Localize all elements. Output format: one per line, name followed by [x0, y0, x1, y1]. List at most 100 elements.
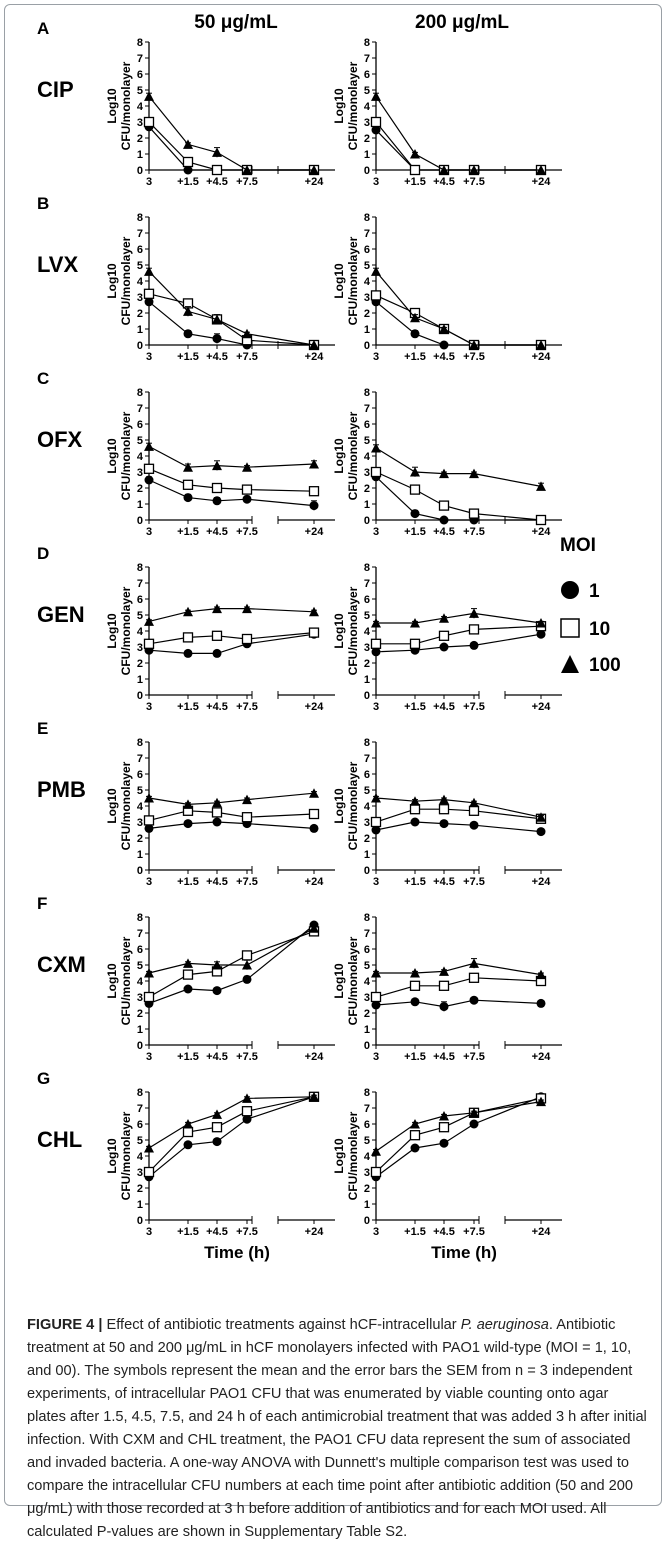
data-point-moi-1 — [410, 817, 420, 827]
y-tick-label: 2 — [364, 483, 370, 495]
y-tick-label: 4 — [137, 976, 144, 988]
y-tick-label: 2 — [364, 1183, 370, 1195]
data-point-moi-10 — [308, 486, 320, 497]
x-tick-label: 3 — [146, 701, 152, 713]
data-point-moi-100 — [309, 340, 319, 350]
y-tick-label: 4 — [364, 976, 371, 988]
series-moi-10 — [370, 972, 547, 1003]
data-point-moi-10 — [143, 116, 155, 128]
x-tick-label: +1.5 — [177, 1051, 199, 1063]
series-line — [375, 271, 541, 346]
data-point-moi-1 — [439, 340, 449, 350]
y-tick-label: 3 — [137, 642, 143, 654]
series-line — [148, 792, 315, 806]
y-tick-label: 3 — [364, 117, 370, 129]
data-point-moi-10 — [143, 638, 155, 649]
x-tick-label: +24 — [532, 176, 552, 188]
data-point-moi-100 — [536, 165, 546, 175]
x-tick-label: +1.5 — [177, 876, 199, 888]
data-point-moi-100 — [212, 314, 222, 324]
data-point-moi-10 — [182, 969, 194, 980]
series-line — [376, 612, 542, 624]
y-tick-label: 8 — [364, 212, 370, 224]
series-line — [148, 1096, 315, 1178]
y-tick-label: 0 — [364, 340, 370, 352]
data-point-moi-10 — [370, 290, 382, 301]
data-point-moi-100 — [439, 165, 449, 175]
series-line — [376, 625, 542, 645]
column-header-2: 200 μg/mL — [415, 12, 509, 33]
y-axis-label-cfu: CFU/monolayer — [346, 586, 360, 675]
y-axis-label-cfu: CFU/monolayer — [346, 936, 360, 1025]
y-tick-label: 0 — [137, 1215, 143, 1227]
x-tick-label: +4.5 — [206, 1226, 228, 1238]
y-tick-label: 6 — [137, 1119, 143, 1131]
y-tick-label: 1 — [364, 674, 370, 686]
y-axis-label-log: Log10 — [332, 1138, 346, 1174]
y-axis-label: Log10 — [105, 788, 119, 824]
series-line — [375, 301, 541, 346]
y-tick-label: 0 — [137, 165, 143, 177]
series-moi-100 — [144, 1091, 319, 1153]
y-tick-label: 7 — [364, 403, 370, 415]
data-point-moi-10 — [409, 980, 421, 991]
legend-marker-triangle-icon — [561, 655, 579, 673]
y-tick-label: 5 — [137, 260, 143, 272]
x-tick-label: +7.5 — [236, 1051, 258, 1063]
data-point-moi-1 — [144, 823, 154, 833]
y-tick-label: 7 — [364, 753, 370, 765]
y-tick-label: 7 — [364, 1103, 370, 1115]
y-tick-label: 5 — [364, 610, 370, 622]
data-point-moi-100 — [183, 1119, 193, 1129]
x-tick-label: +1.5 — [177, 526, 199, 538]
x-tick-label: 3 — [373, 1051, 379, 1063]
x-tick-label: +24 — [532, 701, 552, 713]
series-line — [148, 96, 314, 171]
y-tick-label: 4 — [137, 626, 144, 638]
x-tick-label: +4.5 — [206, 176, 228, 188]
series-moi-100 — [144, 923, 319, 978]
series-moi-10 — [143, 805, 320, 826]
data-point-moi-10 — [308, 627, 320, 638]
y-tick-label: 1 — [364, 849, 370, 861]
y-tick-label: 8 — [137, 387, 143, 399]
data-point-moi-100 — [439, 794, 449, 805]
series-moi-1 — [144, 122, 319, 175]
series-line — [148, 445, 315, 468]
y-tick-label: 5 — [137, 960, 143, 972]
y-tick-label: 3 — [364, 1167, 370, 1179]
data-point-moi-100 — [242, 960, 252, 970]
data-point-moi-100 — [144, 968, 154, 978]
data-point-moi-100 — [469, 468, 479, 479]
data-point-moi-10 — [182, 156, 194, 168]
y-tick-label: 3 — [137, 1167, 143, 1179]
data-point-moi-10 — [409, 484, 421, 495]
y-tick-label: 2 — [364, 308, 370, 320]
data-point-moi-1 — [371, 647, 381, 657]
y-tick-label: 7 — [137, 53, 143, 65]
series-moi-1 — [144, 1092, 319, 1182]
y-tick-label: 1 — [137, 849, 143, 861]
data-point-moi-100 — [536, 340, 546, 350]
y-axis-label-cfu: CFU/monolayer — [119, 236, 133, 325]
data-point-moi-1 — [212, 817, 222, 827]
panel-letter: B — [37, 194, 49, 213]
x-tick-label: +1.5 — [404, 176, 426, 188]
data-point-moi-10 — [211, 807, 223, 818]
data-point-moi-1 — [469, 995, 479, 1005]
y-tick-label: 0 — [364, 865, 370, 877]
data-point-moi-100 — [144, 91, 154, 101]
data-point-moi-100 — [410, 968, 420, 978]
y-tick-label: 0 — [364, 1215, 370, 1227]
x-tick-label: +1.5 — [404, 701, 426, 713]
data-point-moi-10 — [535, 514, 547, 526]
data-point-moi-100 — [242, 1093, 252, 1103]
x-tick-label: +7.5 — [463, 1051, 485, 1063]
data-point-moi-1 — [410, 997, 420, 1007]
x-tick-label: +7.5 — [236, 176, 258, 188]
y-axis-label: Log10 — [105, 1138, 119, 1174]
data-point-moi-100 — [309, 606, 319, 617]
y-tick-label: 3 — [137, 467, 143, 479]
data-point-moi-100 — [212, 1109, 222, 1119]
